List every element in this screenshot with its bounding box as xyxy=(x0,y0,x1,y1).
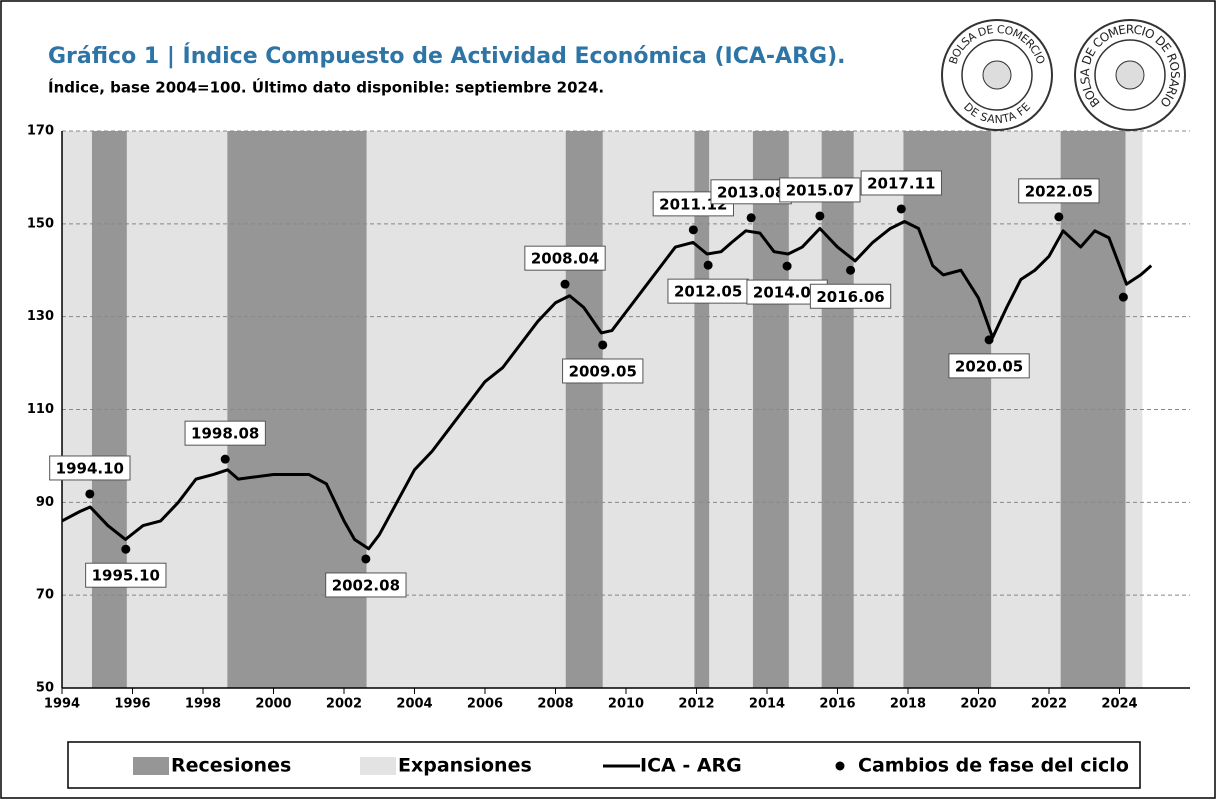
label-box xyxy=(85,562,167,588)
turning-point-label: 1998.08 xyxy=(191,425,259,443)
x-tick-label: 1994 xyxy=(44,697,80,712)
x-tick-label: 2012 xyxy=(678,697,714,712)
turning-point-label: 2014.08 xyxy=(753,284,821,302)
turning-point-label: 2020.05 xyxy=(955,357,1023,375)
turning-point-label: 2011.12 xyxy=(659,195,727,213)
logo-ring xyxy=(1094,39,1166,111)
turning-point xyxy=(85,489,95,499)
x-tick-label: 2000 xyxy=(255,697,291,712)
y-tick-label: 90 xyxy=(36,495,54,510)
turning-point-label: 2022.05 xyxy=(1025,182,1093,200)
turning-point-label: 1994.10 xyxy=(56,459,124,477)
y-tick-label: 130 xyxy=(27,309,54,324)
chart-title: Gráfico 1 | Índice Compuesto de Activida… xyxy=(48,43,845,69)
x-tick-label: 1998 xyxy=(185,697,221,712)
y-tick-label: 110 xyxy=(27,402,54,417)
turning-point-label: 2009.05 xyxy=(569,362,637,380)
turning-point-label: 2012.05 xyxy=(674,283,742,301)
legend-swatch xyxy=(133,757,169,775)
turning-point xyxy=(1118,292,1128,302)
logo-ring xyxy=(961,39,1033,111)
turning-point-label: 2013.08 xyxy=(717,183,785,201)
turning-point-label: 1995.10 xyxy=(92,567,160,585)
legend-label: ICA - ARG xyxy=(640,755,742,777)
y-tick-label: 150 xyxy=(27,216,54,231)
turning-point xyxy=(560,279,570,289)
turning-point xyxy=(361,554,371,564)
turning-point xyxy=(846,265,856,275)
turning-point xyxy=(688,225,698,235)
turning-point-label: 2008.04 xyxy=(531,250,599,268)
turning-point-label: 2015.07 xyxy=(786,181,854,199)
label-box xyxy=(1018,178,1100,204)
logo-emblem xyxy=(982,60,1012,90)
turning-point xyxy=(121,544,131,554)
label-box xyxy=(779,177,861,203)
legend-dot xyxy=(835,761,845,771)
x-tick-label: 2010 xyxy=(608,697,644,712)
x-tick-label: 2008 xyxy=(537,697,573,712)
turning-point xyxy=(896,204,906,214)
x-tick-label: 2004 xyxy=(396,697,432,712)
label-box xyxy=(710,179,792,205)
label-box xyxy=(325,572,407,598)
turning-point xyxy=(220,454,230,464)
label-box xyxy=(184,420,266,446)
x-tick-label: 2018 xyxy=(890,697,926,712)
turning-point xyxy=(703,260,713,270)
x-tick-label: 2022 xyxy=(1031,697,1067,712)
label-box xyxy=(860,170,942,196)
turning-point xyxy=(746,213,756,223)
y-tick-label: 170 xyxy=(27,124,54,139)
turning-point-label: 2002.08 xyxy=(332,576,400,594)
y-tick-label: 70 xyxy=(36,588,54,603)
label-box xyxy=(562,358,644,384)
turning-point-label: 2017.11 xyxy=(867,174,935,192)
turning-point xyxy=(782,261,792,271)
chart-subtitle: Índice, base 2004=100. Último dato dispo… xyxy=(48,78,604,97)
legend-label: Expansiones xyxy=(398,755,532,777)
series-line xyxy=(61,220,1153,551)
turning-point xyxy=(984,335,994,345)
legend-swatch xyxy=(360,757,396,775)
logo-emblem xyxy=(1115,60,1145,90)
x-tick-label: 2020 xyxy=(960,697,996,712)
x-tick-label: 1996 xyxy=(114,697,150,712)
label-box xyxy=(524,245,606,271)
legend-label: Cambios de fase del ciclo xyxy=(858,755,1129,777)
turning-point xyxy=(815,211,825,221)
x-tick-label: 2006 xyxy=(467,697,503,712)
legend-label: Recesiones xyxy=(171,755,291,777)
label-box xyxy=(49,455,131,481)
y-tick-label: 50 xyxy=(36,681,54,696)
turning-point xyxy=(598,340,608,350)
x-tick-label: 2016 xyxy=(819,697,855,712)
label-box xyxy=(809,283,892,309)
x-tick-label: 2024 xyxy=(1101,697,1137,712)
x-tick-label: 2014 xyxy=(749,697,785,712)
turning-point xyxy=(1054,212,1064,222)
x-tick-label: 2002 xyxy=(326,697,362,712)
label-box xyxy=(948,353,1030,379)
turning-point-label: 2016.06 xyxy=(816,288,884,306)
expansion-band xyxy=(366,131,566,688)
